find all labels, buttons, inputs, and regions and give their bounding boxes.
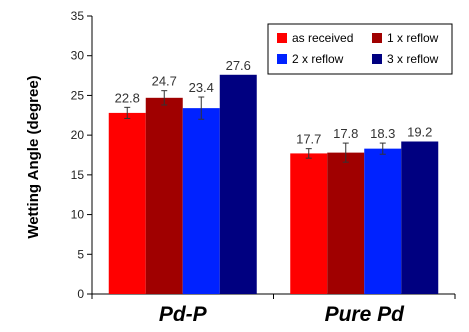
y-tick-label: 30 xyxy=(71,49,85,63)
legend-swatch xyxy=(372,54,382,64)
legend-label: 3 x reflow xyxy=(387,52,439,66)
legend-swatch xyxy=(277,54,287,64)
legend-swatch xyxy=(277,33,287,43)
data-label: 27.6 xyxy=(226,58,251,73)
bar xyxy=(145,97,183,294)
bar xyxy=(182,108,220,294)
legend-box xyxy=(267,23,453,75)
x-category-label: Pd-P xyxy=(159,303,208,326)
x-category-label: Pure Pd xyxy=(325,303,406,326)
data-label: 24.7 xyxy=(152,74,177,89)
legend-swatch xyxy=(372,33,382,43)
y-tick-label: 15 xyxy=(71,168,85,182)
y-tick-label: 10 xyxy=(71,208,85,222)
data-label: 18.3 xyxy=(370,126,395,141)
bar xyxy=(219,74,257,294)
y-tick-label: 25 xyxy=(71,88,85,102)
y-tick-label: 0 xyxy=(77,287,84,301)
y-tick-label: 20 xyxy=(71,128,85,142)
y-tick-label: 5 xyxy=(77,247,84,261)
bar xyxy=(401,141,439,294)
bar xyxy=(327,152,365,294)
bar xyxy=(290,153,328,294)
data-label: 17.7 xyxy=(296,132,321,147)
legend-label: as received xyxy=(292,31,353,45)
legend-label: 1 x reflow xyxy=(387,31,439,45)
y-tick-label: 35 xyxy=(71,9,85,23)
plot-area: 0 5 10 15 20 25 30 35 22.8 24.7 23.4 27.6 Pd-P 17.7 17… xyxy=(71,9,456,326)
data-label: 22.8 xyxy=(115,90,140,105)
data-label: 19.2 xyxy=(407,124,432,139)
legend-label: 2 x reflow xyxy=(292,52,344,66)
data-label: 17.8 xyxy=(333,126,358,141)
bar xyxy=(364,148,402,294)
bar xyxy=(108,112,146,294)
y-axis-label: Wetting Angle (degree) xyxy=(25,75,42,238)
data-label: 23.4 xyxy=(189,80,214,95)
